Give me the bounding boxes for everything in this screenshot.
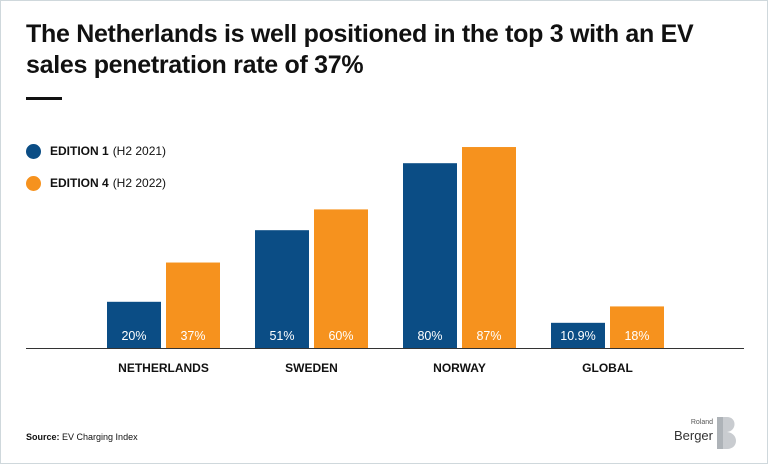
source-label: Source: [26, 432, 60, 442]
bar-value-label: 18% [624, 329, 649, 343]
legend-swatch-edition-4 [26, 175, 41, 191]
bar-norway-series-2 [462, 147, 516, 348]
bar-netherlands-series-2 [166, 262, 220, 348]
legend-label-strong: EDITION 1 [50, 144, 109, 158]
legend-swatch-edition-1 [26, 143, 41, 159]
bar-value-label: 10.9% [560, 329, 595, 343]
legend-item-edition-4: EDITION 4 (H2 2022) [26, 173, 166, 193]
legend-label-strong: EDITION 4 [50, 176, 109, 190]
source-text: EV Charging Index [62, 432, 138, 442]
bar-sweden-series-1 [255, 230, 309, 348]
bar-sweden-series-2 [314, 209, 368, 348]
bar-value-label: 87% [476, 329, 501, 343]
chart-title: The Netherlands is well positioned in th… [26, 20, 694, 79]
title-underline [26, 97, 62, 100]
bar-norway-series-1 [403, 163, 457, 348]
bar-value-label: 20% [121, 329, 146, 343]
logo-b-mark-icon [717, 417, 736, 449]
source-note: Source: EV Charging Index [26, 432, 138, 442]
bar-value-label: 60% [328, 329, 353, 343]
bar-chart: 20% 37% NETHERLANDS 51% 60% SWEDEN 80% 87% NORWA… [26, 147, 744, 375]
category-label-netherlands: NETHERLANDS [118, 361, 209, 375]
bar-netherlands-series-1 [107, 301, 161, 348]
category-label-global: GLOBAL [582, 361, 633, 375]
logo-text-roland: Roland [690, 419, 713, 426]
roland-berger-logo: Roland Berger [666, 415, 746, 453]
logo-text-berger: Berger [673, 428, 713, 443]
category-label-sweden: SWEDEN [285, 361, 338, 375]
legend: EDITION 1 (H2 2021) EDITION 4 (H2 2022) [26, 141, 166, 205]
bar-value-label: 80% [417, 329, 442, 343]
bar-value-label: 37% [180, 329, 205, 343]
category-label-norway: NORWAY [433, 361, 486, 375]
bar-value-label: 51% [269, 329, 294, 343]
bar-global-series-2 [610, 306, 664, 348]
legend-label-period: (H2 2021) [112, 144, 167, 158]
bar-global-series-1 [551, 322, 605, 348]
legend-item-edition-1: EDITION 1 (H2 2021) [26, 141, 166, 161]
legend-label-period: (H2 2022) [112, 176, 167, 190]
